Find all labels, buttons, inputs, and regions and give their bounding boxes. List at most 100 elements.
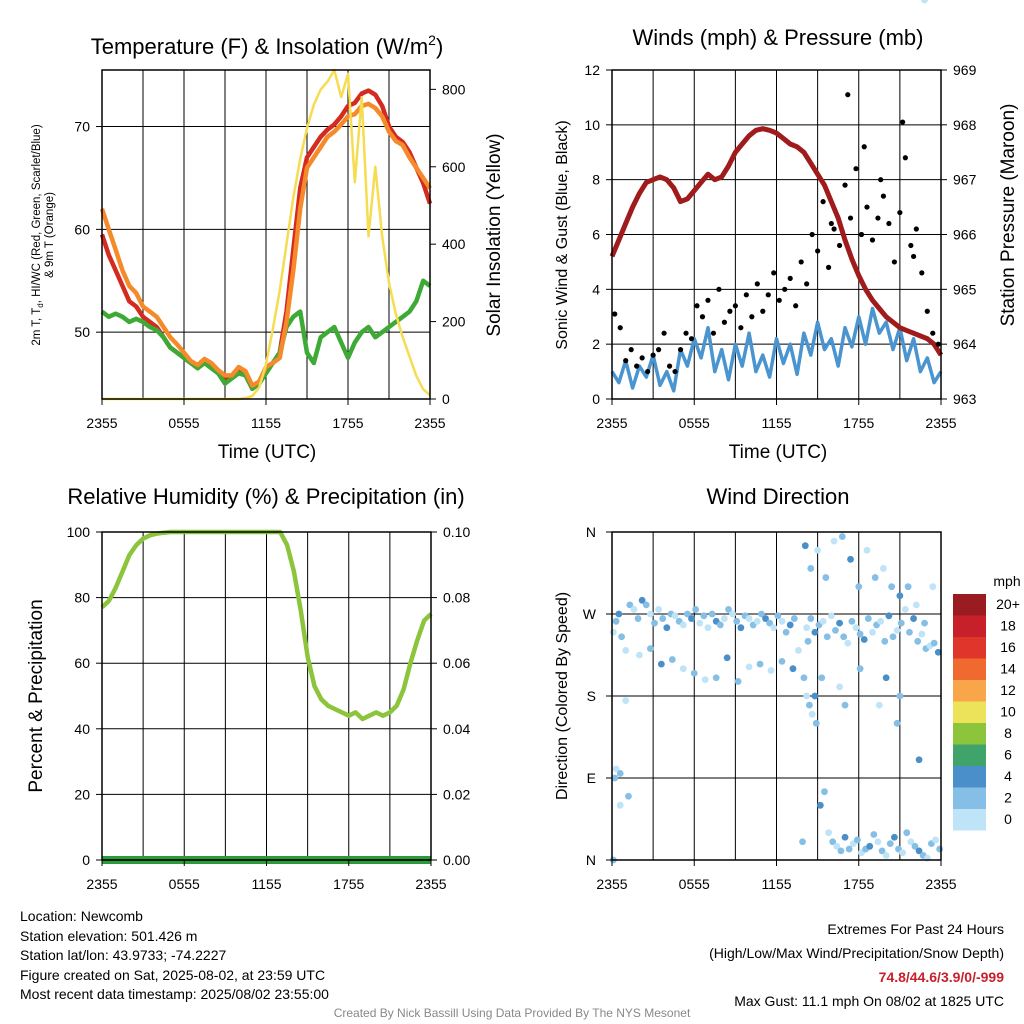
direction-point xyxy=(799,838,806,846)
legend-swatch xyxy=(953,723,986,745)
gust-point xyxy=(710,330,717,336)
direction-point xyxy=(745,615,753,622)
gust-point xyxy=(738,325,744,331)
direction-point xyxy=(737,624,745,632)
gust-point xyxy=(828,220,834,227)
direction-point xyxy=(795,647,802,654)
wind-xlabel: Time (UTC) xyxy=(729,442,828,463)
direction-point xyxy=(921,0,928,4)
direction-point xyxy=(896,692,904,700)
direction-point xyxy=(790,615,798,622)
rh-ytick-label: 20 xyxy=(74,786,90,802)
wind-y2tick-label: 968 xyxy=(953,117,977,133)
temp-y2tick-label: 400 xyxy=(442,236,466,252)
direction-point xyxy=(646,610,654,618)
direction-point xyxy=(671,612,679,620)
direction-point xyxy=(615,610,623,618)
gust-point xyxy=(645,368,651,375)
temp-panel: 2355 0555 1155 1755 2355 50 60 70 0 200 400 600 800 xyxy=(74,68,466,431)
wind-y2tick-label: 967 xyxy=(953,172,977,188)
temp-ytick-label: 70 xyxy=(74,119,90,135)
rh-y2tick-label: 0.04 xyxy=(443,721,470,737)
gust-point xyxy=(688,336,695,342)
rh-title: Relative Humidity (%) & Precipitation (i… xyxy=(67,484,464,509)
gust-point xyxy=(765,292,771,298)
gust-point xyxy=(930,330,936,336)
legend-swatch xyxy=(953,809,986,831)
dir-xtick-label: 1755 xyxy=(843,876,874,892)
temp-xtick-label: 1155 xyxy=(251,415,281,431)
extremes-values: 74.8/44.6/3.9/0/-999 xyxy=(878,969,1004,985)
rh-y2tick-label: 0.06 xyxy=(443,655,470,671)
extremes-info: Extremes For Past 24 Hours (High/Low/Max… xyxy=(709,917,1004,1013)
gust-point xyxy=(836,242,843,249)
direction-point xyxy=(893,627,901,634)
rh-xtick-label: 1155 xyxy=(251,876,281,892)
dir-ytick-label: S xyxy=(587,688,596,704)
gust-point xyxy=(878,177,884,183)
direction-point xyxy=(852,624,860,632)
legend-label: 16 xyxy=(1000,639,1016,655)
gust-point xyxy=(809,231,815,238)
legend-label: 4 xyxy=(1004,768,1012,784)
dir-title: Wind Direction xyxy=(706,484,849,509)
gust-point xyxy=(897,209,903,216)
gust-point xyxy=(623,358,629,364)
direction-point xyxy=(875,701,883,709)
temp-y2tick-label: 600 xyxy=(442,159,466,175)
gust-point xyxy=(900,119,906,125)
direction-point xyxy=(911,842,919,850)
gust-point xyxy=(908,242,914,249)
wind-y2label: Station Pressure (Maroon) xyxy=(998,104,1019,327)
direction-point xyxy=(877,617,885,625)
direction-point xyxy=(634,615,642,622)
direction-point xyxy=(725,606,732,613)
legend-title: mph xyxy=(993,573,1020,589)
direction-point xyxy=(871,574,879,581)
extremes-desc: (High/Low/Max Wind/Precipitation/Snow De… xyxy=(709,945,1004,961)
gust-point xyxy=(721,319,728,325)
direction-point xyxy=(814,546,822,554)
direction-point xyxy=(642,601,650,609)
direction-point xyxy=(816,801,824,809)
direction-point xyxy=(808,710,816,718)
direction-point xyxy=(844,639,852,647)
rh-xtick-label: 1755 xyxy=(333,876,364,892)
wind-series-sonic xyxy=(610,306,943,393)
gust-point xyxy=(716,286,722,292)
gust-point xyxy=(732,303,738,309)
direction-point xyxy=(914,637,922,645)
direction-point xyxy=(789,665,797,673)
direction-point xyxy=(838,533,846,540)
direction-point xyxy=(921,619,928,627)
direction-point xyxy=(803,692,811,700)
temp-ytick-label: 60 xyxy=(74,221,90,237)
direction-point xyxy=(882,852,890,859)
gust-point xyxy=(869,237,876,243)
wind-y2tick-label: 964 xyxy=(953,336,977,352)
direction-point xyxy=(893,719,901,727)
wind-ytick-label: 12 xyxy=(584,62,600,78)
direction-point xyxy=(833,842,841,850)
legend-swatch xyxy=(953,787,986,809)
direction-point xyxy=(841,833,849,841)
rh-ytick-label: 100 xyxy=(67,524,91,540)
wind-xtick-label: 2355 xyxy=(596,415,627,431)
wind-series-pressure xyxy=(609,126,944,357)
direction-point xyxy=(616,801,624,809)
gust-point xyxy=(776,297,782,303)
direction-point xyxy=(836,683,843,691)
direction-point xyxy=(668,656,676,663)
gust-point xyxy=(831,226,837,232)
wind-ytick-label: 2 xyxy=(592,336,600,352)
direction-point xyxy=(651,619,658,627)
rh-y2tick-label: 0.02 xyxy=(443,786,470,802)
direction-point xyxy=(774,612,782,620)
direction-point xyxy=(823,633,831,641)
direction-point xyxy=(626,601,634,609)
direction-point xyxy=(683,610,691,618)
gust-point xyxy=(793,303,799,309)
wind-title: Winds (mph) & Pressure (mb) xyxy=(633,25,924,50)
temp-y2tick-label: 0 xyxy=(442,391,450,407)
gust-point xyxy=(875,215,881,221)
